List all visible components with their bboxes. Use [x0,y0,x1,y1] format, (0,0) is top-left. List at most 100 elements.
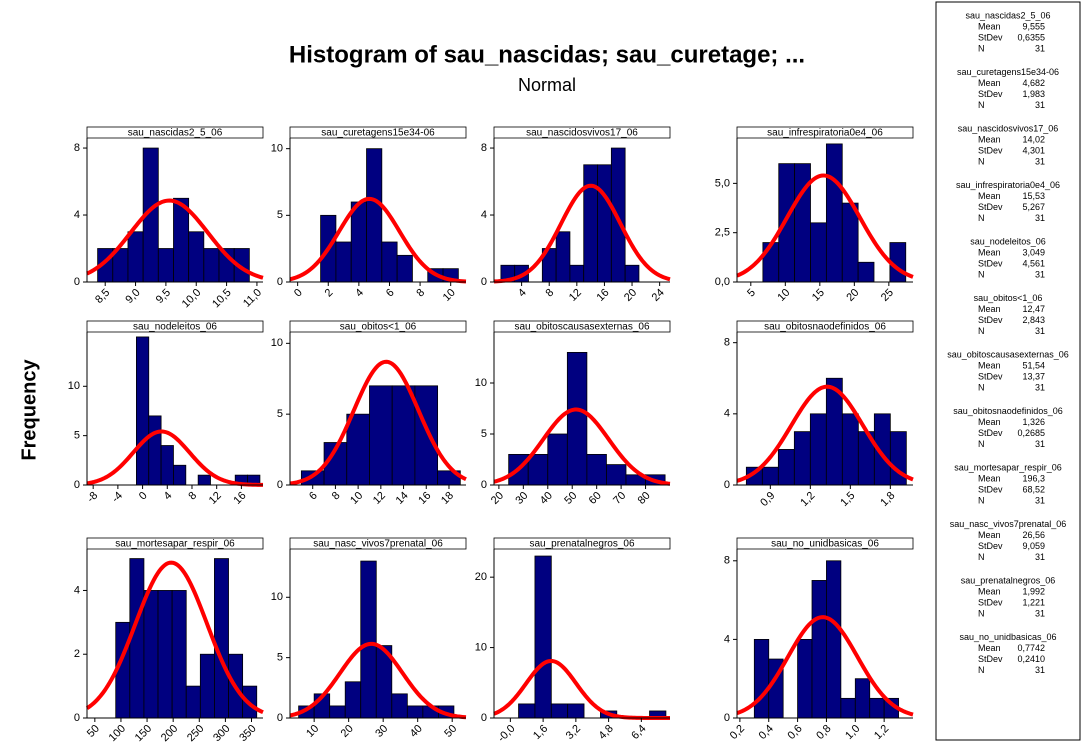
x-tick-label: 1,2 [872,723,891,742]
x-tick-label: 40 [408,723,425,740]
normal-curve [86,429,264,487]
panel-title: sau_infrespiratoria0e4_06 [767,128,883,139]
y-tick-label: 10 [271,337,283,349]
legend-stat-name: StDev [978,258,1003,268]
bar [329,705,346,719]
x-tick-label: 60 [587,490,604,507]
legend-stat-value: 12,47 [1022,304,1045,314]
x-tick-label: 20 [339,723,356,740]
bar [857,261,875,283]
panel-header [493,126,671,139]
y-tick-label: 0 [74,712,80,724]
bar [346,413,370,486]
panel-header [493,537,671,550]
legend-series-name: sau_no_unidbasicas_06 [959,632,1056,642]
x-tick-label: 6 [307,490,320,503]
panel-title: sau_mortesapar_respir_06 [115,539,235,550]
normal-curve [85,560,264,715]
legend-stat-name: StDev [978,428,1003,438]
x-tick-label: 0 [292,287,305,300]
bar [527,453,549,486]
x-tick-label: 20 [844,287,861,304]
y-tick-label: 8 [724,337,730,349]
x-tick-label: 11,0 [241,287,264,310]
legend-stat-name: N [978,439,985,449]
x-tick-label: 1,0 [843,723,862,742]
legend-series-name: sau_obitos<1_06 [974,293,1043,303]
figure-title: Histogram of sau_nascidas; sau_curetage;… [289,41,805,68]
bar [794,163,811,283]
bar [160,445,174,486]
bar [534,555,552,719]
legend-series-name: sau_obitoscausasexternas_06 [947,349,1069,359]
y-tick-label: 10 [271,143,283,155]
x-tick-label: 4,8 [596,723,615,742]
panel-header [736,537,914,550]
bar [624,264,640,283]
legend-stat-value: 0,6355 [1017,32,1045,42]
bar [360,560,377,719]
y-tick-label: 0 [277,712,283,724]
y-tick-label: 0 [74,276,80,288]
y-tick-label: 4 [481,209,487,221]
x-tick-label: 25 [879,287,896,304]
x-tick-label: 8 [330,490,343,503]
legend-series-name: sau_obitosnaodefinidos_06 [953,406,1063,416]
x-tick-label: 8 [414,287,427,300]
legend-stat-name: StDev [978,315,1003,325]
normal-curve [289,196,467,284]
bar [157,590,173,719]
legend-stat-value: 31 [1035,156,1045,166]
legend-stat-name: Mean [978,530,1001,540]
bar [197,474,211,486]
bar [344,681,362,719]
bar [366,148,383,283]
y-tick-label: 4 [74,584,80,596]
x-tick-label: 8,5 [93,287,112,306]
x-tick-label: 24 [650,287,667,304]
bar [396,254,413,283]
normal-curve [289,641,467,720]
legend-stat-name: N [978,382,985,392]
panel-title: sau_nascidosvivos17_06 [526,128,638,139]
bar [547,433,568,486]
x-tick-label: 1,5 [838,490,857,509]
panel-header [289,320,467,333]
normal-curve [289,359,467,486]
legend-stat-value: 1,992 [1022,586,1045,596]
panel-title: sau_curetagens15e34-06 [321,128,435,139]
legend-stat-value: 5,267 [1022,202,1045,212]
x-tick-label: 12 [567,287,584,304]
panel-header [86,320,264,333]
x-tick-label: 0,9 [758,490,777,509]
bar [350,201,367,283]
legend-stat-value: 9,555 [1022,21,1045,31]
legend-stat-value: 3,049 [1022,247,1045,257]
x-tick-label: 100 [107,723,128,744]
y-tick-label: 0 [481,712,487,724]
panel-header [86,126,264,139]
bar [761,466,779,486]
x-tick-label: 3,2 [564,723,583,742]
x-tick-label: 40 [538,490,555,507]
bar [840,697,856,719]
legend-stat-value: 14,02 [1022,134,1045,144]
legend-stat-value: 31 [1035,326,1045,336]
x-tick-label: 10,0 [180,287,204,311]
panel-title: sau_obitosnaodefinidos_06 [764,322,886,333]
bar [157,248,174,283]
bar [797,638,813,719]
legend-stat-value: 31 [1035,213,1045,223]
legend-stat-value: 31 [1035,495,1045,505]
legend-stat-value: 1,326 [1022,417,1045,427]
bar [566,351,588,486]
legend-stat-value: 1,221 [1022,597,1045,607]
legend-stat-name: N [978,552,985,562]
legend-stat-name: Mean [978,247,1001,257]
y-tick-label: 5,0 [715,177,730,189]
legend-stat-value: 0,7742 [1017,643,1045,653]
x-tick-label: 20 [622,287,639,304]
legend-stat-value: 31 [1035,269,1045,279]
y-tick-label: 8 [724,555,730,567]
bar [171,590,187,719]
